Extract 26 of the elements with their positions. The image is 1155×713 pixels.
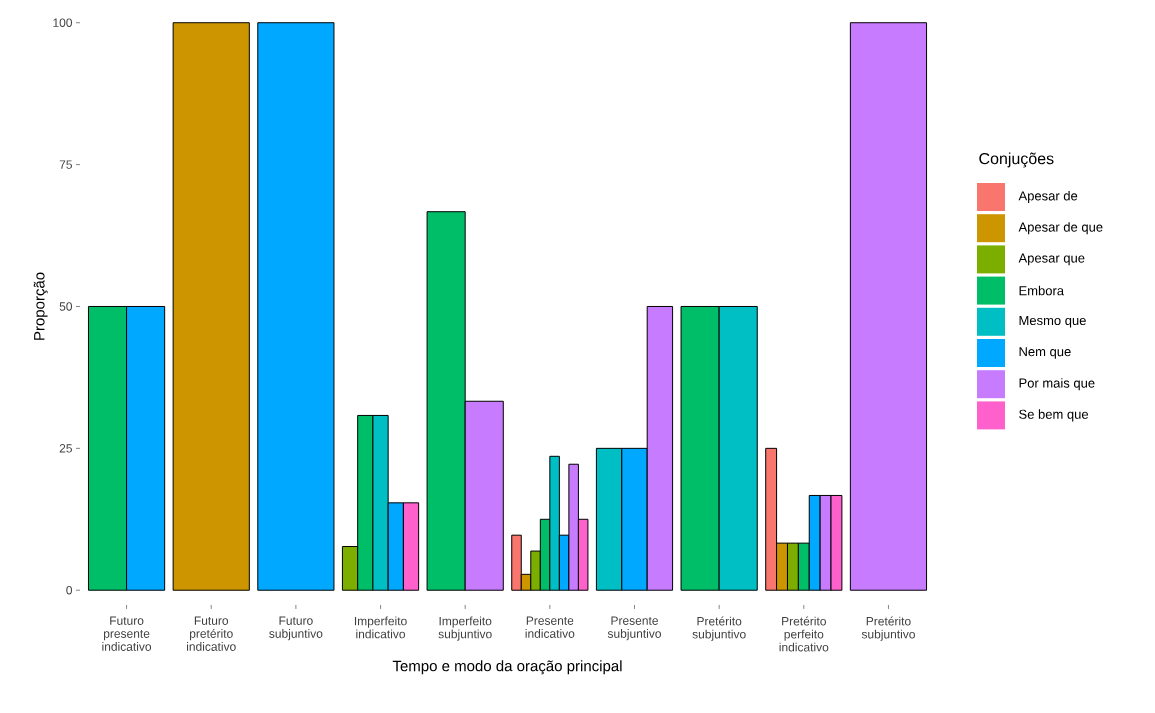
legend-label: Apesar de <box>1018 190 1078 204</box>
legend-label: Apesar de que <box>1018 222 1103 235</box>
x-tick-label: Imperfeito subjuntivo <box>438 616 492 641</box>
y-tick-label: 25 <box>59 444 72 453</box>
legend-label: Apesar que <box>1018 253 1085 266</box>
y-tick-label: 100 <box>53 18 73 27</box>
x-tick-label: Presente subjuntivo <box>607 616 661 641</box>
x-tick-label: Futuro presente indicativo <box>102 616 152 651</box>
y-tick-label: 75 <box>59 160 72 169</box>
legend-label: Embora <box>1019 285 1065 296</box>
legend-label: Mesmo que <box>1019 315 1086 328</box>
y-tick-label: 50 <box>59 302 73 311</box>
y-tick-label: 0 <box>66 585 73 595</box>
x-tick-label: Pretérito subjuntivo <box>692 616 746 641</box>
x-tick-label: Presente indicativo <box>525 616 575 638</box>
x-axis-title: Tempo e modo da oração principal <box>392 660 622 675</box>
legend-title: Conjuções <box>979 152 1054 168</box>
x-tick-label: Pretérito perfeito indicativo <box>779 616 829 652</box>
legend-label: Nem que <box>1019 347 1071 359</box>
x-tick-label: Imperfeito indicativo <box>354 616 407 639</box>
x-tick-label: Pretérito subjuntivo <box>861 616 915 641</box>
legend-label: Se bem que <box>1019 409 1089 422</box>
x-tick-label: Futuro subjuntivo <box>269 616 323 641</box>
legend-label: Por mais que <box>1019 378 1095 391</box>
y-axis-title: Proporção <box>33 272 48 340</box>
x-tick-label: Futuro pretérito indicativo <box>187 616 236 651</box>
